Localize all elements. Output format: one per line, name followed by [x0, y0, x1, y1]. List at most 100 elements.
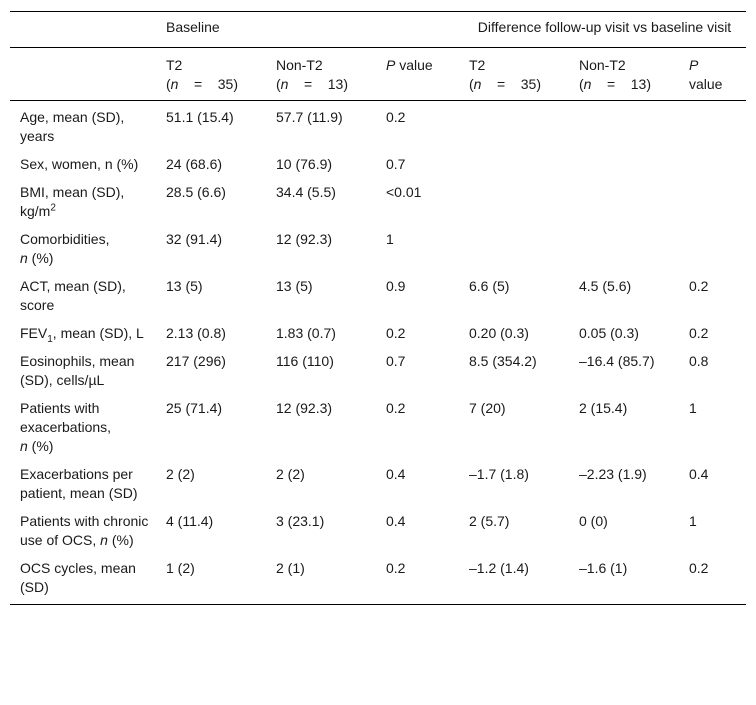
table-row: Age, mean (SD), years 51.1 (15.4) 57.7 (…	[10, 101, 746, 149]
row-label-rest: (%)	[27, 438, 54, 454]
cell-p: 0.7	[386, 353, 406, 369]
row-label: Sex, women, n (%)	[10, 148, 156, 176]
cell-diff-t2: –1.7 (1.8)	[469, 466, 529, 482]
col-nont2-label: Non-T2	[276, 57, 323, 73]
cell-nont2: 116 (110)	[276, 353, 334, 369]
row-label: BMI, mean (SD), kg/m2	[10, 176, 156, 223]
table-row: BMI, mean (SD), kg/m2 28.5 (6.6) 34.4 (5…	[10, 176, 746, 223]
cell-p: 0.2	[386, 325, 406, 341]
row-label: Exacerbations per patient, mean (SD)	[20, 466, 138, 501]
cell-diff-p: 0.8	[689, 353, 709, 369]
n-value: 35)	[520, 76, 541, 92]
cell-t2: 2.13 (0.8)	[166, 325, 226, 341]
header-empty-cell	[10, 11, 156, 48]
row-label: FEV1, mean (SD), L	[10, 317, 156, 345]
cell-p: 1	[386, 231, 394, 247]
p2-line2: value	[689, 76, 723, 92]
table-row: ACT, mean (SD), score 13 (5) 13 (5) 0.9 …	[10, 270, 746, 317]
cell-diff-t2: 7 (20)	[469, 400, 506, 416]
row-label-text: Comorbidities,	[20, 231, 110, 247]
n-letter: n	[473, 76, 482, 92]
cell-diff-p: 0.4	[689, 466, 709, 482]
n-eq: =	[288, 76, 328, 92]
cell-p: 0.2	[386, 400, 406, 416]
results-table-wrapper: Baseline Difference follow-up visit vs b…	[10, 11, 747, 605]
cell-diff-t2: 2 (5.7)	[469, 513, 510, 529]
cell-diff-t2	[459, 176, 569, 223]
row-label: ACT, mean (SD), score	[20, 278, 126, 313]
cell-diff-p	[679, 148, 746, 176]
cell-diff-t2: 8.5 (354.2)	[469, 353, 537, 369]
cell-diff-t2	[459, 148, 569, 176]
cell-diff-t2: 6.6 (5)	[469, 278, 510, 294]
header-col-p-baseline: P value	[376, 47, 459, 101]
header-group-baseline-label: Baseline	[166, 19, 220, 35]
header-col-t2-diff: T2 (n = 35)	[459, 47, 569, 101]
row-label-sup: 2	[50, 202, 56, 214]
header-empty-cell-2	[10, 47, 156, 101]
cell-t2: 28.5 (6.6)	[166, 184, 226, 200]
n-letter: n	[280, 76, 289, 92]
row-label: Patients with chronic use of OCS, n (%)	[10, 505, 156, 552]
n-open: (	[579, 76, 584, 92]
cell-t2: 25 (71.4)	[166, 400, 223, 416]
cell-diff-t2: –1.2 (1.4)	[459, 552, 569, 605]
row-label: Age, mean (SD), years	[20, 109, 125, 144]
col-nont2-n: (n = 13)	[276, 75, 370, 94]
cell-nont2: 3 (23.1)	[276, 513, 325, 529]
table-row: Eosinophils, mean (SD), cells/µL 217 (29…	[10, 345, 746, 392]
row-label-rest: , mean (SD), L	[52, 325, 144, 341]
col-nont2-label: Non-T2	[579, 57, 626, 73]
cell-diff-nont2: 0.05 (0.3)	[579, 325, 639, 341]
cell-diff-p: 1	[689, 513, 697, 529]
cell-p: 0.4	[386, 466, 406, 482]
cell-t2: 24 (68.6)	[166, 156, 223, 172]
cell-nont2: 2 (2)	[276, 466, 305, 482]
cell-p: 0.2	[386, 109, 406, 125]
cell-nont2: 2 (1)	[266, 552, 376, 605]
p-italic: P	[689, 57, 699, 73]
p-italic: P	[386, 57, 396, 73]
header-group-baseline: Baseline	[156, 11, 459, 48]
row-label-italic: n	[20, 250, 28, 266]
n-eq: =	[481, 76, 521, 92]
cell-diff-nont2: –1.6 (1)	[569, 552, 679, 605]
cell-diff-nont2	[569, 223, 679, 270]
cell-diff-nont2	[569, 176, 679, 223]
cell-nont2: 12 (92.3)	[276, 231, 333, 247]
header-group-difference: Difference follow-up visit vs baseline v…	[459, 11, 747, 48]
cell-diff-p: 0.2	[689, 325, 709, 341]
row-label-rest: (%)	[27, 250, 54, 266]
table-row: Sex, women, n (%) 24 (68.6) 10 (76.9) 0.…	[10, 148, 746, 176]
cell-t2: 1 (2)	[156, 552, 266, 605]
col-t2-label: T2	[166, 57, 183, 73]
n-letter: n	[170, 76, 179, 92]
header-group-difference-label: Difference follow-up visit vs baseline v…	[477, 19, 732, 35]
p2-line1: P	[689, 56, 740, 75]
cell-p: 0.4	[386, 513, 406, 529]
cell-t2: 217 (296)	[166, 353, 226, 369]
row-label: Comorbidities, n (%)	[10, 223, 156, 270]
cell-p: 0.2	[376, 552, 459, 605]
cell-diff-p: 0.2	[689, 278, 709, 294]
row-label: Patients with exacerbations, n (%)	[10, 392, 156, 458]
n-value: 13)	[630, 76, 651, 92]
row-label-text: Patients with exacerbations,	[20, 400, 112, 435]
cell-diff-p	[679, 176, 746, 223]
n-eq: =	[178, 76, 218, 92]
cell-nont2: 34.4 (5.5)	[276, 184, 336, 200]
cell-diff-p: 1	[689, 400, 697, 416]
table-row: FEV1, mean (SD), L 2.13 (0.8) 1.83 (0.7)…	[10, 317, 746, 345]
cell-nont2: 10 (76.9)	[276, 156, 333, 172]
row-label: OCS cycles, mean (SD)	[10, 552, 156, 605]
cell-diff-t2	[459, 223, 569, 270]
results-table: Baseline Difference follow-up visit vs b…	[10, 11, 747, 605]
row-label-text: Sex, women, n (%)	[20, 156, 139, 172]
cell-p: <0.01	[386, 184, 422, 200]
cell-diff-nont2: 2 (15.4)	[579, 400, 628, 416]
cell-nont2: 57.7 (11.9)	[276, 109, 343, 125]
cell-diff-nont2: 4.5 (5.6)	[579, 278, 632, 294]
n-letter: n	[583, 76, 592, 92]
header-col-t2-baseline: T2 (n = 35)	[156, 47, 266, 101]
cell-nont2: 13 (5)	[276, 278, 313, 294]
